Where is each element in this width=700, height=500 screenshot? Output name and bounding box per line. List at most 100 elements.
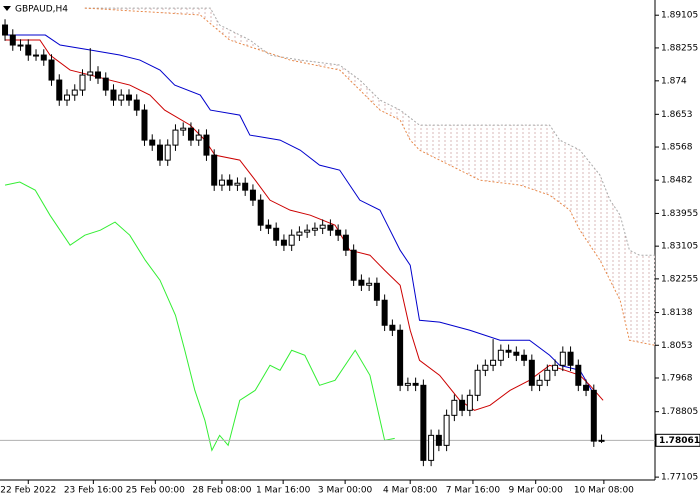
y-tick-label: 1.78805 [661, 407, 698, 417]
indicator-line [5, 39, 604, 411]
indicator-line [4, 181, 395, 452]
candle-body [505, 349, 512, 353]
candle-body [180, 127, 187, 131]
candle-body [211, 154, 218, 186]
candle-body [311, 227, 318, 231]
candle-body [397, 329, 404, 386]
candle-body [56, 79, 63, 101]
candle-body [187, 127, 194, 141]
candle-body [521, 354, 528, 361]
candle-body [366, 282, 373, 286]
candle-body [590, 389, 597, 442]
candle-body [358, 279, 365, 286]
candle-body [404, 382, 411, 386]
y-tick-label: 1.88255 [661, 43, 698, 53]
x-tick-label: 4 Mar 08:00 [383, 486, 438, 496]
candle-body [482, 364, 489, 371]
candle-body [273, 227, 280, 241]
candle-body [203, 134, 210, 156]
candle-body [226, 179, 233, 186]
candle-body [48, 59, 55, 81]
y-tick-label: 1.83105 [661, 242, 698, 252]
x-tick-label: 1 Mar 16:00 [256, 486, 311, 496]
candle-body [71, 89, 78, 96]
y-tick-label: 1.89105 [661, 11, 698, 21]
candle-body [2, 24, 9, 36]
candle-body [33, 54, 40, 57]
candle-body [373, 282, 380, 301]
candle-body [342, 234, 349, 251]
current-price-box [655, 433, 700, 447]
candle-body [87, 71, 94, 76]
y-tick-label: 1.83955 [661, 209, 698, 219]
candle-body [459, 399, 466, 411]
cloud-hatch [84, 8, 656, 346]
candle-body [64, 94, 71, 101]
y-tick-label: 1.8482 [661, 176, 693, 186]
candle-body [265, 224, 272, 229]
candle-body [156, 144, 163, 161]
candle-body [350, 249, 357, 281]
x-tick-label: 23 Feb 16:00 [64, 486, 123, 496]
candle-body [296, 231, 303, 236]
candle-body [428, 434, 435, 461]
candle-body [17, 44, 24, 47]
x-tick-label: 3 Mar 00:00 [318, 486, 373, 496]
x-tick-label: 22 Feb 2022 [0, 486, 56, 496]
candle-body [149, 139, 156, 146]
symbol-icon [3, 6, 11, 11]
candle-body [389, 324, 396, 331]
candle-body [420, 384, 427, 461]
candle-body [218, 179, 225, 186]
candle-body [474, 369, 481, 396]
current-price-label: 1.78061 [659, 436, 700, 446]
candle-body [319, 224, 326, 229]
candle-body [280, 239, 287, 246]
candle-body [567, 351, 574, 366]
candle-body [575, 364, 582, 386]
indicator-line [84, 7, 656, 346]
candle-body [435, 434, 442, 446]
y-tick-label: 1.77105 [661, 473, 698, 483]
candle-body [79, 74, 86, 91]
candle-body [125, 94, 132, 101]
candle-body [335, 229, 342, 236]
candle-body [249, 189, 256, 201]
candle-body [490, 359, 497, 366]
candle-body [234, 182, 241, 186]
indicator-line [5, 34, 596, 396]
candle-body [133, 99, 140, 111]
y-tick-label: 1.874 [661, 76, 687, 86]
candle-body [552, 364, 559, 371]
candle-body [559, 351, 566, 366]
candle-body [544, 369, 551, 381]
candle-body [513, 351, 520, 356]
x-tick-label: 28 Feb 08:00 [192, 486, 251, 496]
candle-body [451, 399, 458, 416]
chart-title: GBPAUD,H4 [15, 5, 68, 15]
candle-body [327, 224, 334, 231]
candle-body [466, 394, 473, 411]
candle-body [536, 379, 543, 386]
candle-body [288, 234, 295, 246]
candle-body [141, 109, 148, 141]
x-tick-label: 7 Mar 16:00 [446, 486, 501, 496]
candle-body [9, 34, 16, 46]
y-tick-label: 1.8053 [661, 341, 693, 351]
candle-body [412, 382, 419, 386]
candle-body [195, 134, 202, 141]
x-tick-label: 9 Mar 00:00 [509, 486, 564, 496]
candle-body [164, 144, 171, 161]
candle-body [528, 359, 535, 386]
y-tick-label: 1.82255 [661, 274, 698, 284]
candle-body [598, 439, 605, 442]
x-tick-label: 25 Feb 00:00 [126, 486, 185, 496]
candle-body [443, 414, 450, 446]
x-tick-label: 10 Mar 08:00 [574, 486, 634, 496]
candle-body [25, 44, 32, 56]
y-tick-label: 1.7968 [661, 373, 693, 383]
candle-body [94, 71, 101, 79]
candle-body [304, 229, 311, 233]
candle-body [583, 384, 590, 391]
